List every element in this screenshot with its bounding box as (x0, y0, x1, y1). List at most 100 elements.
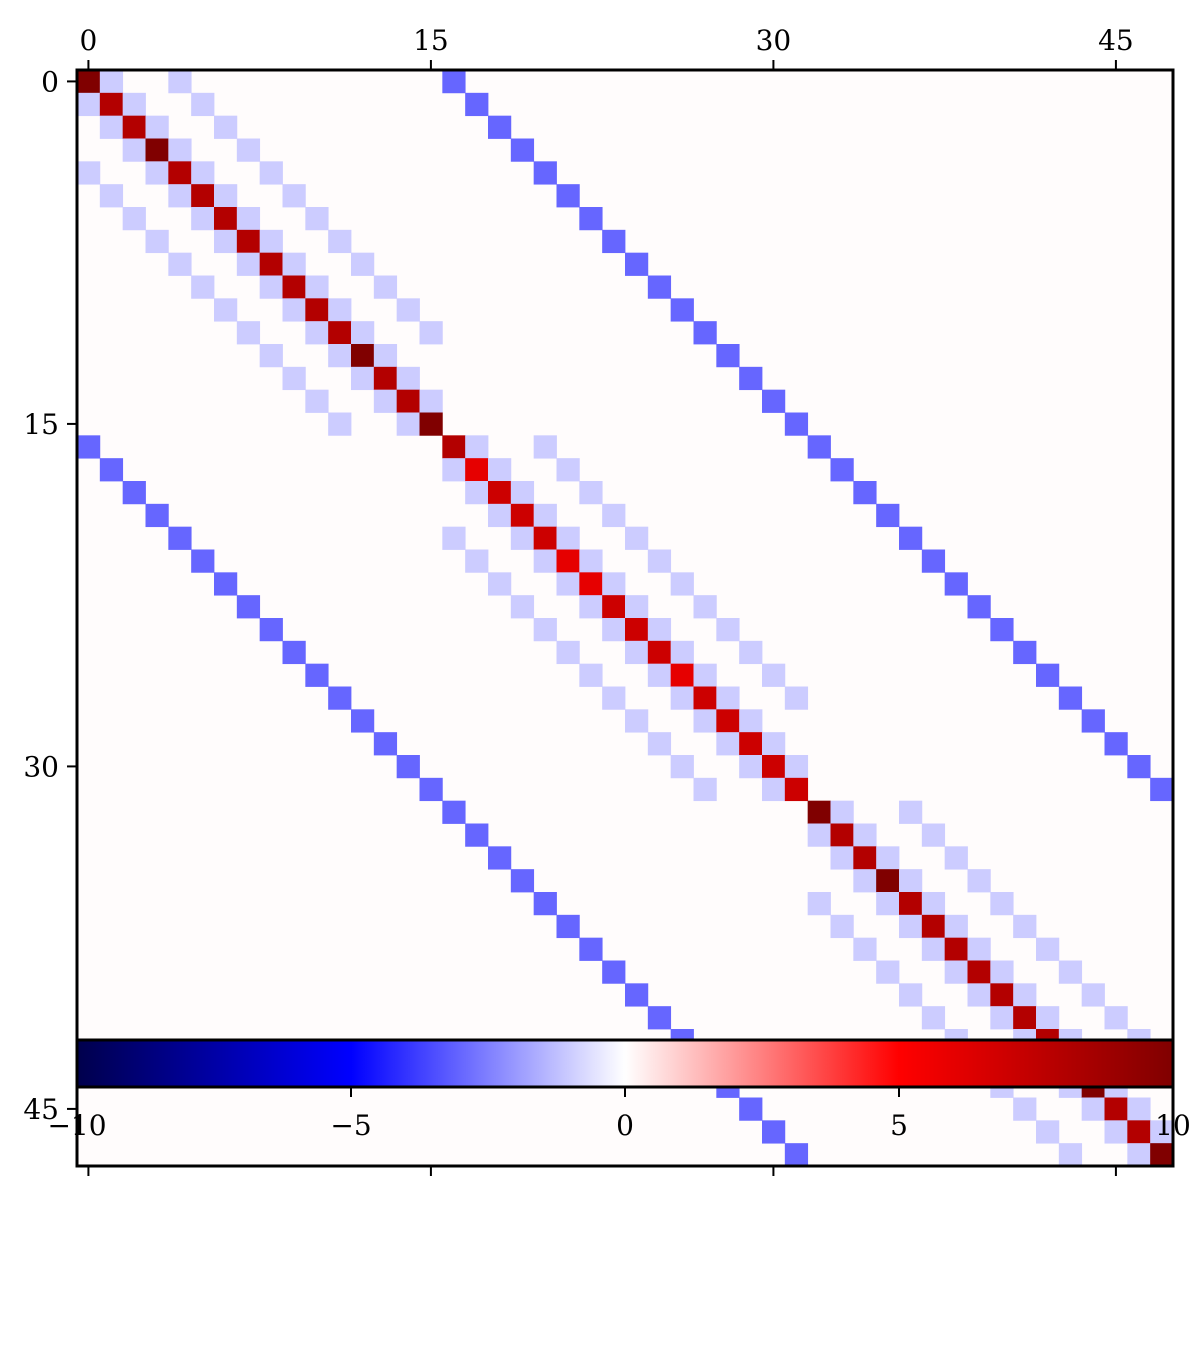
heatmap-cell (214, 298, 238, 322)
heatmap-cell (351, 344, 375, 368)
heatmap-cell (990, 1006, 1014, 1030)
heatmap-cell (168, 184, 192, 208)
heatmap-cell (1081, 983, 1105, 1007)
heatmap-cell (305, 275, 329, 299)
heatmap-cell (647, 663, 672, 687)
heatmap-cell (145, 161, 169, 185)
heatmap-cell (305, 321, 329, 345)
heatmap-cell (556, 640, 580, 665)
heatmap-cell (1127, 1143, 1151, 1167)
heatmap-cell (442, 526, 466, 550)
heatmap-cell (807, 435, 831, 459)
heatmap-cell (762, 777, 786, 802)
heatmap-cell (556, 572, 580, 596)
heatmap-cell (1013, 1006, 1037, 1030)
heatmap-cell (579, 595, 603, 619)
heatmap-cell (465, 92, 489, 117)
heatmap-cell (99, 458, 124, 482)
heatmap-cell (465, 823, 489, 847)
heatmap-cell (899, 800, 923, 824)
heatmap-cell (579, 937, 603, 961)
heatmap-cell (533, 435, 557, 459)
heatmap-cell (396, 366, 420, 391)
heatmap-cell (1104, 732, 1128, 756)
heatmap-cell (510, 503, 535, 528)
heatmap-cell (145, 138, 169, 162)
heatmap-cell (396, 755, 420, 779)
heatmap-cell (122, 207, 146, 231)
heatmap-cell (625, 640, 649, 665)
heatmap-cell (419, 777, 443, 802)
heatmap-cell (236, 138, 261, 162)
colorbar-tick-label: −5 (330, 1109, 371, 1142)
heatmap-cell (328, 229, 352, 254)
heatmap-cell (328, 686, 352, 710)
heatmap-cell (853, 823, 877, 847)
heatmap-cell (739, 640, 763, 665)
heatmap-cell (647, 640, 672, 665)
heatmap-cell (259, 344, 283, 368)
heatmap-cell (77, 435, 101, 459)
heatmap-cell (510, 526, 535, 550)
heatmap-cell (168, 526, 192, 550)
heatmap-cell (579, 549, 603, 573)
heatmap-cell (807, 892, 831, 916)
heatmap-cell (510, 481, 535, 505)
heatmap-cell (807, 823, 831, 847)
heatmap-cell (899, 869, 923, 893)
heatmap-cell (351, 252, 375, 276)
heatmap-cell (647, 732, 672, 756)
heatmap-cell (373, 389, 398, 413)
heatmap-cell (830, 823, 854, 847)
heatmap-cell (214, 229, 238, 254)
heatmap-cell (670, 686, 694, 710)
heatmap-cell (465, 458, 489, 482)
heatmap-cell (602, 595, 626, 619)
heatmap-cell (716, 732, 740, 756)
heatmap-cell (351, 321, 375, 345)
heatmap-cell (510, 869, 535, 893)
heatmap-cell (282, 298, 306, 322)
heatmap-cell (259, 161, 283, 185)
heatmap-cell (876, 503, 900, 528)
heatmap-cell (876, 960, 900, 984)
heatmap-cell (670, 572, 694, 596)
heatmap-cell (282, 366, 306, 391)
heatmap-cell (1036, 1006, 1060, 1030)
heatmap-cell (168, 70, 192, 94)
heatmap-cell (419, 389, 443, 413)
colorbar (75, 1038, 1175, 1089)
heatmap-cell (647, 549, 672, 573)
heatmap-cell (625, 983, 649, 1007)
heatmap-cell (351, 709, 375, 733)
heatmap-cell (122, 138, 146, 162)
heatmap-cell (465, 481, 489, 505)
x-tick-label: 45 (1098, 24, 1134, 57)
heatmap-cell (122, 115, 146, 139)
heatmap-cell (305, 298, 329, 322)
heatmap-cell (647, 275, 672, 299)
heatmap-cell (214, 115, 238, 139)
heatmap-cell (990, 960, 1014, 984)
heatmap-cell (465, 435, 489, 459)
heatmap-cell (716, 709, 740, 733)
heatmap-cell (328, 344, 352, 368)
heatmap-cell (921, 892, 946, 916)
heatmap-cell (625, 526, 649, 550)
heatmap-cell (1058, 1143, 1083, 1167)
heatmap-cell (967, 869, 991, 893)
y-tick-label: 15 (23, 408, 59, 441)
heatmap-cell (1104, 1097, 1128, 1121)
heatmap-cell (236, 207, 261, 231)
heatmap-cell (1058, 960, 1083, 984)
heatmap-cell (921, 937, 946, 961)
heatmap-cell (556, 549, 580, 573)
heatmap-cell (1081, 709, 1105, 733)
heatmap-cell (533, 503, 557, 528)
heatmap-cell (1036, 937, 1060, 961)
heatmap-cell (579, 572, 603, 596)
heatmap-cell (191, 161, 215, 185)
heatmap-cell (191, 184, 215, 208)
heatmap-cell (693, 777, 717, 802)
heatmap-cell (442, 70, 466, 94)
